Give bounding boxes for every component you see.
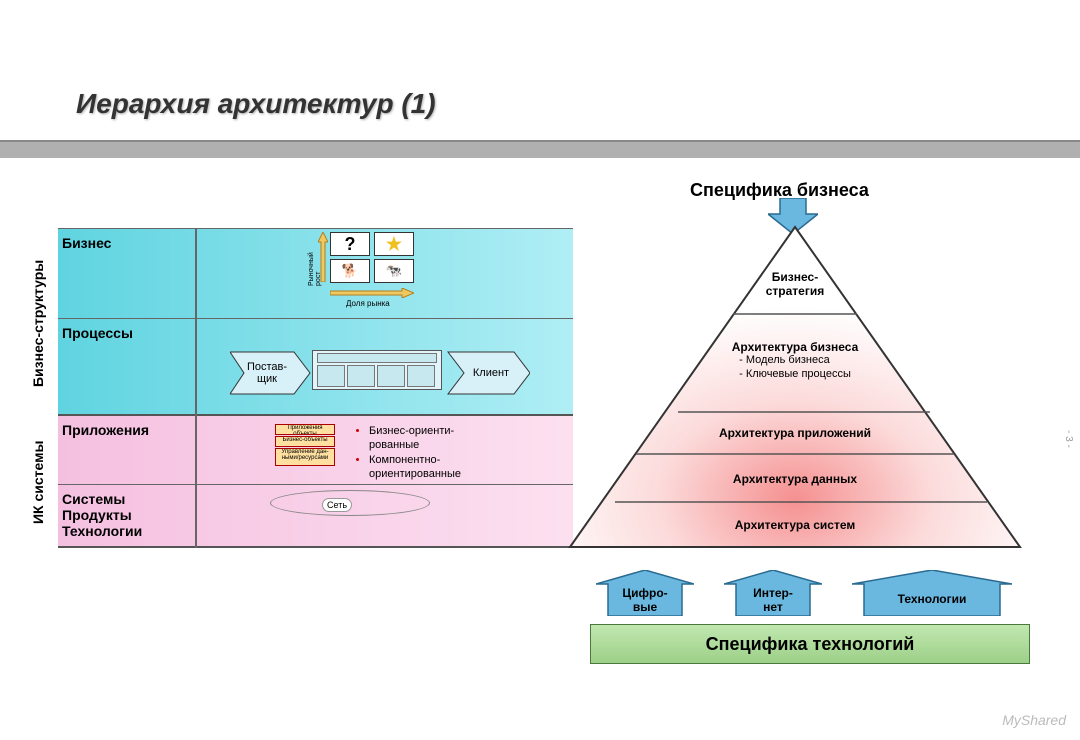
app-stack-row: Приложения объекты xyxy=(275,424,335,435)
arrow-up-icon xyxy=(318,232,328,282)
up-arrow-internet: Интер- нет xyxy=(724,570,822,612)
app-stack: Приложения объекты Бизнес-объекты Управл… xyxy=(275,424,335,467)
header-divider xyxy=(0,140,1080,158)
pyramid-level-4: Архитектура данных xyxy=(690,472,900,486)
app-stack-row: Управление дан- ными/ресурсами xyxy=(275,448,335,466)
row-label: Приложения xyxy=(62,422,149,438)
page-number: - 3 - xyxy=(1063,430,1074,448)
side-group-business: Бизнес-структуры xyxy=(30,238,46,408)
arrow-right-icon xyxy=(330,288,414,298)
pyramid-level-5: Архитектура систем xyxy=(690,518,900,532)
row-label: Бизнес xyxy=(62,235,111,251)
pyramid-level-1: Бизнес- стратегия xyxy=(755,270,835,299)
page-title: Иерархия архитектур (1) xyxy=(76,88,436,120)
app-bullet: Бизнес-ориенти- рованные xyxy=(369,425,454,451)
bcg-xlabel: Доля рынка xyxy=(346,299,390,308)
app-bullet-list: Бизнес-ориенти- рованные Компонентно- ор… xyxy=(355,424,461,481)
app-stack-row: Бизнес-объекты xyxy=(275,436,335,447)
chain-supplier: Постав- щик xyxy=(240,358,294,388)
bcg-cell-dog: 🐕 xyxy=(330,259,370,283)
row-label: Процессы xyxy=(62,325,133,341)
pyramid-level-2: Архитектура бизнеса - Модель бизнеса - К… xyxy=(690,340,900,381)
value-chain: Постав- щик Клиент xyxy=(230,346,530,400)
side-group-ik: ИК системы xyxy=(30,422,46,542)
pyramid-level-3: Архитектура приложений xyxy=(690,426,900,440)
network-label: Сеть xyxy=(322,498,352,512)
row-label: Системы Продукты Технологии xyxy=(62,491,142,539)
up-arrow-tech: Технологии xyxy=(852,570,1012,612)
app-bullet: Компонентно- ориентированные xyxy=(369,454,461,480)
bottom-bar: Специфика технологий xyxy=(590,624,1030,664)
bcg-cell-question: ? xyxy=(330,232,370,256)
bcg-matrix: ? ★ 🐕 🐄 Рыночный рост Доля рынка xyxy=(330,232,422,286)
watermark: MyShared xyxy=(1002,712,1066,728)
chain-middle xyxy=(312,350,442,390)
column-separator xyxy=(195,228,197,548)
pyramid: Бизнес- стратегия Архитектура бизнеса - … xyxy=(560,222,1030,552)
up-arrow-digital: Цифро- вые xyxy=(596,570,694,612)
bcg-cell-star: ★ xyxy=(374,232,414,256)
chain-client: Клиент xyxy=(466,364,516,382)
bcg-cell-cow: 🐄 xyxy=(374,259,414,283)
